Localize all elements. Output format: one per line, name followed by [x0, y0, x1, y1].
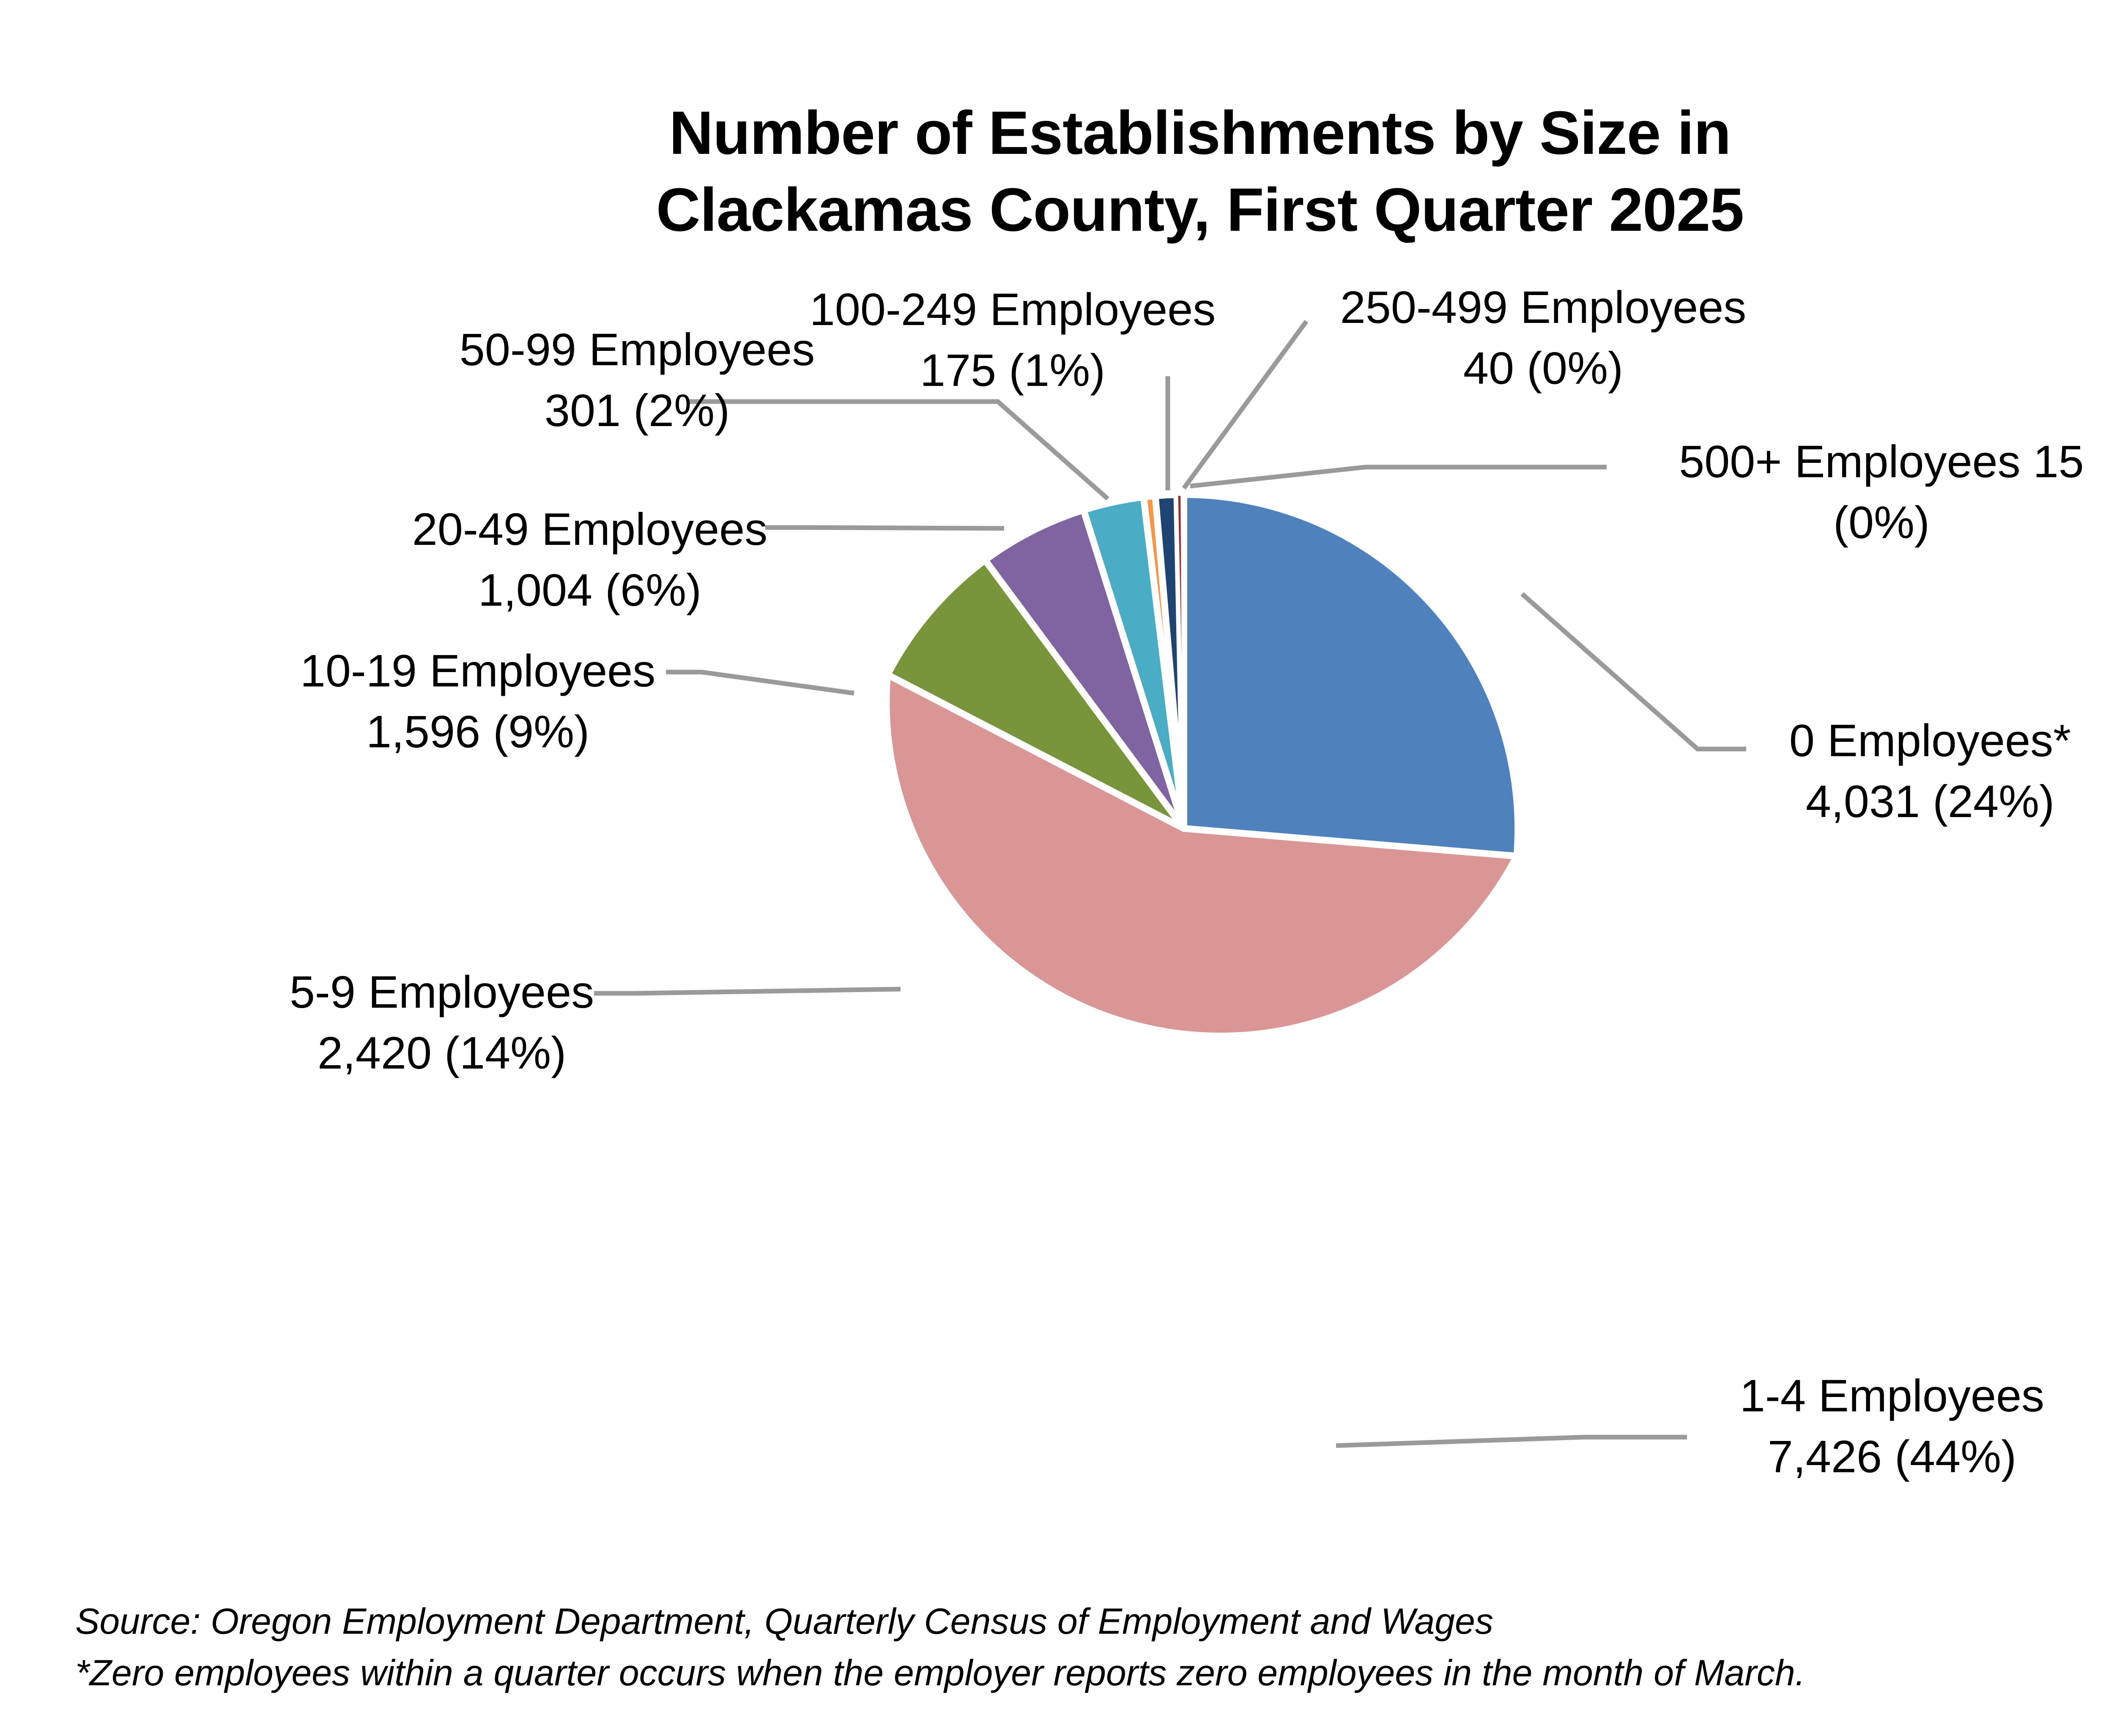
- leader-lines: [594, 320, 1746, 1448]
- pie-slices: [883, 491, 1522, 1040]
- leader-line-ten-to-nineteen: [666, 670, 854, 696]
- label-twenty-to-fortynine: 20-49 Employees 1,004 (6%): [412, 503, 768, 615]
- leader-line-five-to-nine: [594, 987, 901, 996]
- label-zero: 0 Employees* 4,031 (24%): [1789, 715, 2071, 827]
- footnotes: Source: Oregon Employment Department, Qu…: [75, 1596, 1805, 1699]
- pie-slice-one-to-four: [883, 671, 1520, 1040]
- footnote-asterisk: *Zero employees within a quarter occurs …: [75, 1653, 1805, 1694]
- label-ten-to-nineteen: 10-19 Employees 1,596 (9%): [300, 645, 656, 757]
- leader-line-fivehundred-plus: [1190, 465, 1607, 489]
- leader-line-fifty-to-ninetynine: [689, 399, 1109, 501]
- label-fivehundred-plus: 500+ Employees 15 (0%): [1679, 436, 2084, 548]
- pie-slice-fivehundred-plus: [1180, 493, 1185, 830]
- chart-title-text: Number of Establishments by Size in Clac…: [656, 98, 1744, 244]
- leader-line-one-to-four: [1336, 1435, 1687, 1448]
- leader-line-twofifty-to-499: [1182, 320, 1309, 490]
- label-five-to-nine: 5-9 Employees 2,420 (14%): [289, 966, 594, 1078]
- label-hundred-to-249: 100-249 Employees 175 (1%): [809, 284, 1216, 396]
- chart-title: Number of Establishments by Size in Clac…: [0, 17, 2114, 249]
- pie-slice-ten-to-nineteen: [981, 506, 1187, 832]
- leader-line-zero: [1520, 592, 1746, 752]
- pie-slice-five-to-nine: [884, 557, 1187, 832]
- label-twofifty-to-499: 250-499 Employees 40 (0%): [1340, 282, 1747, 394]
- label-fifty-to-ninetynine: 50-99 Employees 301 (2%): [459, 324, 815, 436]
- footnote-source: Source: Oregon Employment Department, Qu…: [75, 1601, 1493, 1642]
- label-one-to-four: 1-4 Employees 7,426 (44%): [1739, 1370, 2045, 1482]
- pie-slice-zero: [1180, 491, 1522, 860]
